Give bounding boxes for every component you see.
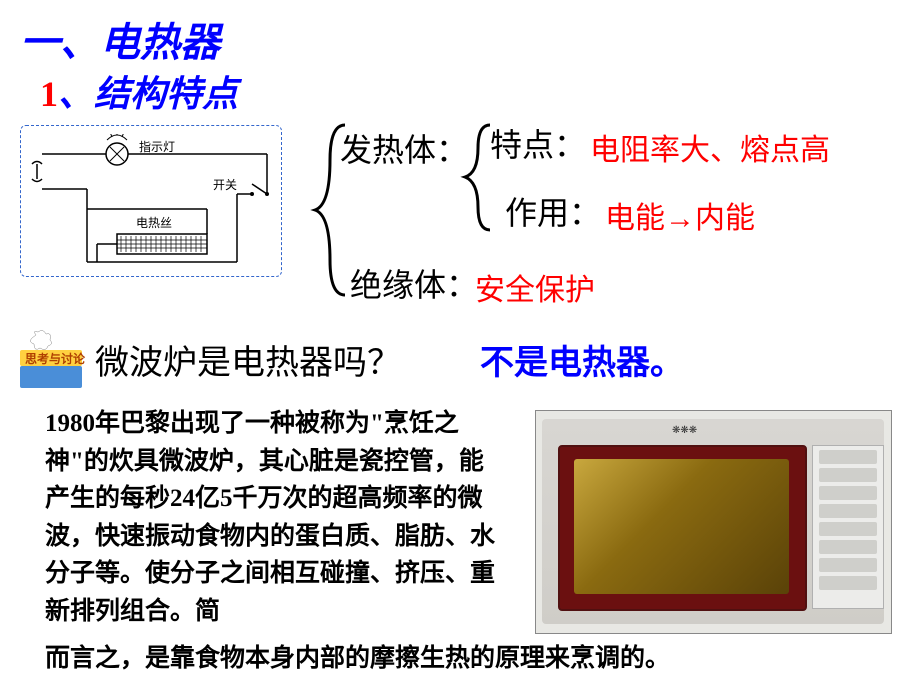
subtitle-number: 1: [40, 74, 58, 114]
subtitle-text: 、结构特点: [58, 74, 238, 114]
heating-wire-label: 电热丝: [136, 214, 172, 231]
panel-row: [819, 486, 877, 500]
subtitle: 1、结构特点: [40, 65, 238, 117]
panel-row: [819, 576, 877, 590]
body-paragraph: 1980年巴黎出现了一种被称为"烹饪之神"的炊具微波炉，其心脏是瓷控管，能产生的…: [45, 405, 505, 630]
insulator-label: 绝缘体：: [350, 260, 478, 306]
main-title: 一、电热器: [20, 10, 220, 68]
think-discuss-icon: 思考与讨论: [18, 330, 88, 390]
insulator-content: 安全保护: [475, 265, 595, 309]
microwave-brand: ❋❋❋: [672, 425, 697, 436]
indicator-label: 指示灯: [139, 138, 175, 155]
panel-row: [819, 540, 877, 554]
question-text: 微波炉是电热器吗？: [95, 335, 401, 384]
microwave-body: ❋❋❋: [542, 419, 884, 624]
usage-label: 作用：: [505, 188, 601, 234]
panel-row: [819, 558, 877, 572]
think-label-text: 思考与讨论: [25, 351, 86, 366]
heating-body-label: 发热体：: [340, 125, 468, 171]
answer-text: 不是电热器。: [480, 335, 684, 384]
feature-content: 电阻率大、熔点高: [590, 125, 830, 169]
microwave-window: [574, 459, 789, 594]
body-paragraph-last: 而言之，是靠食物本身内部的摩擦生热的原理来烹调的。: [45, 640, 895, 678]
panel-row: [819, 468, 877, 482]
circuit-diagram: 指示灯 开关 电热丝: [20, 125, 282, 277]
microwave-door: [558, 445, 807, 611]
panel-row: [819, 522, 877, 536]
switch-label: 开关: [213, 176, 237, 193]
microwave-image: ❋❋❋: [535, 410, 892, 634]
microwave-panel: [812, 445, 884, 609]
panel-row: [819, 504, 877, 518]
panel-row: [819, 450, 877, 464]
usage-content: 电能→内能: [605, 193, 755, 237]
feature-label: 特点：: [490, 120, 586, 166]
